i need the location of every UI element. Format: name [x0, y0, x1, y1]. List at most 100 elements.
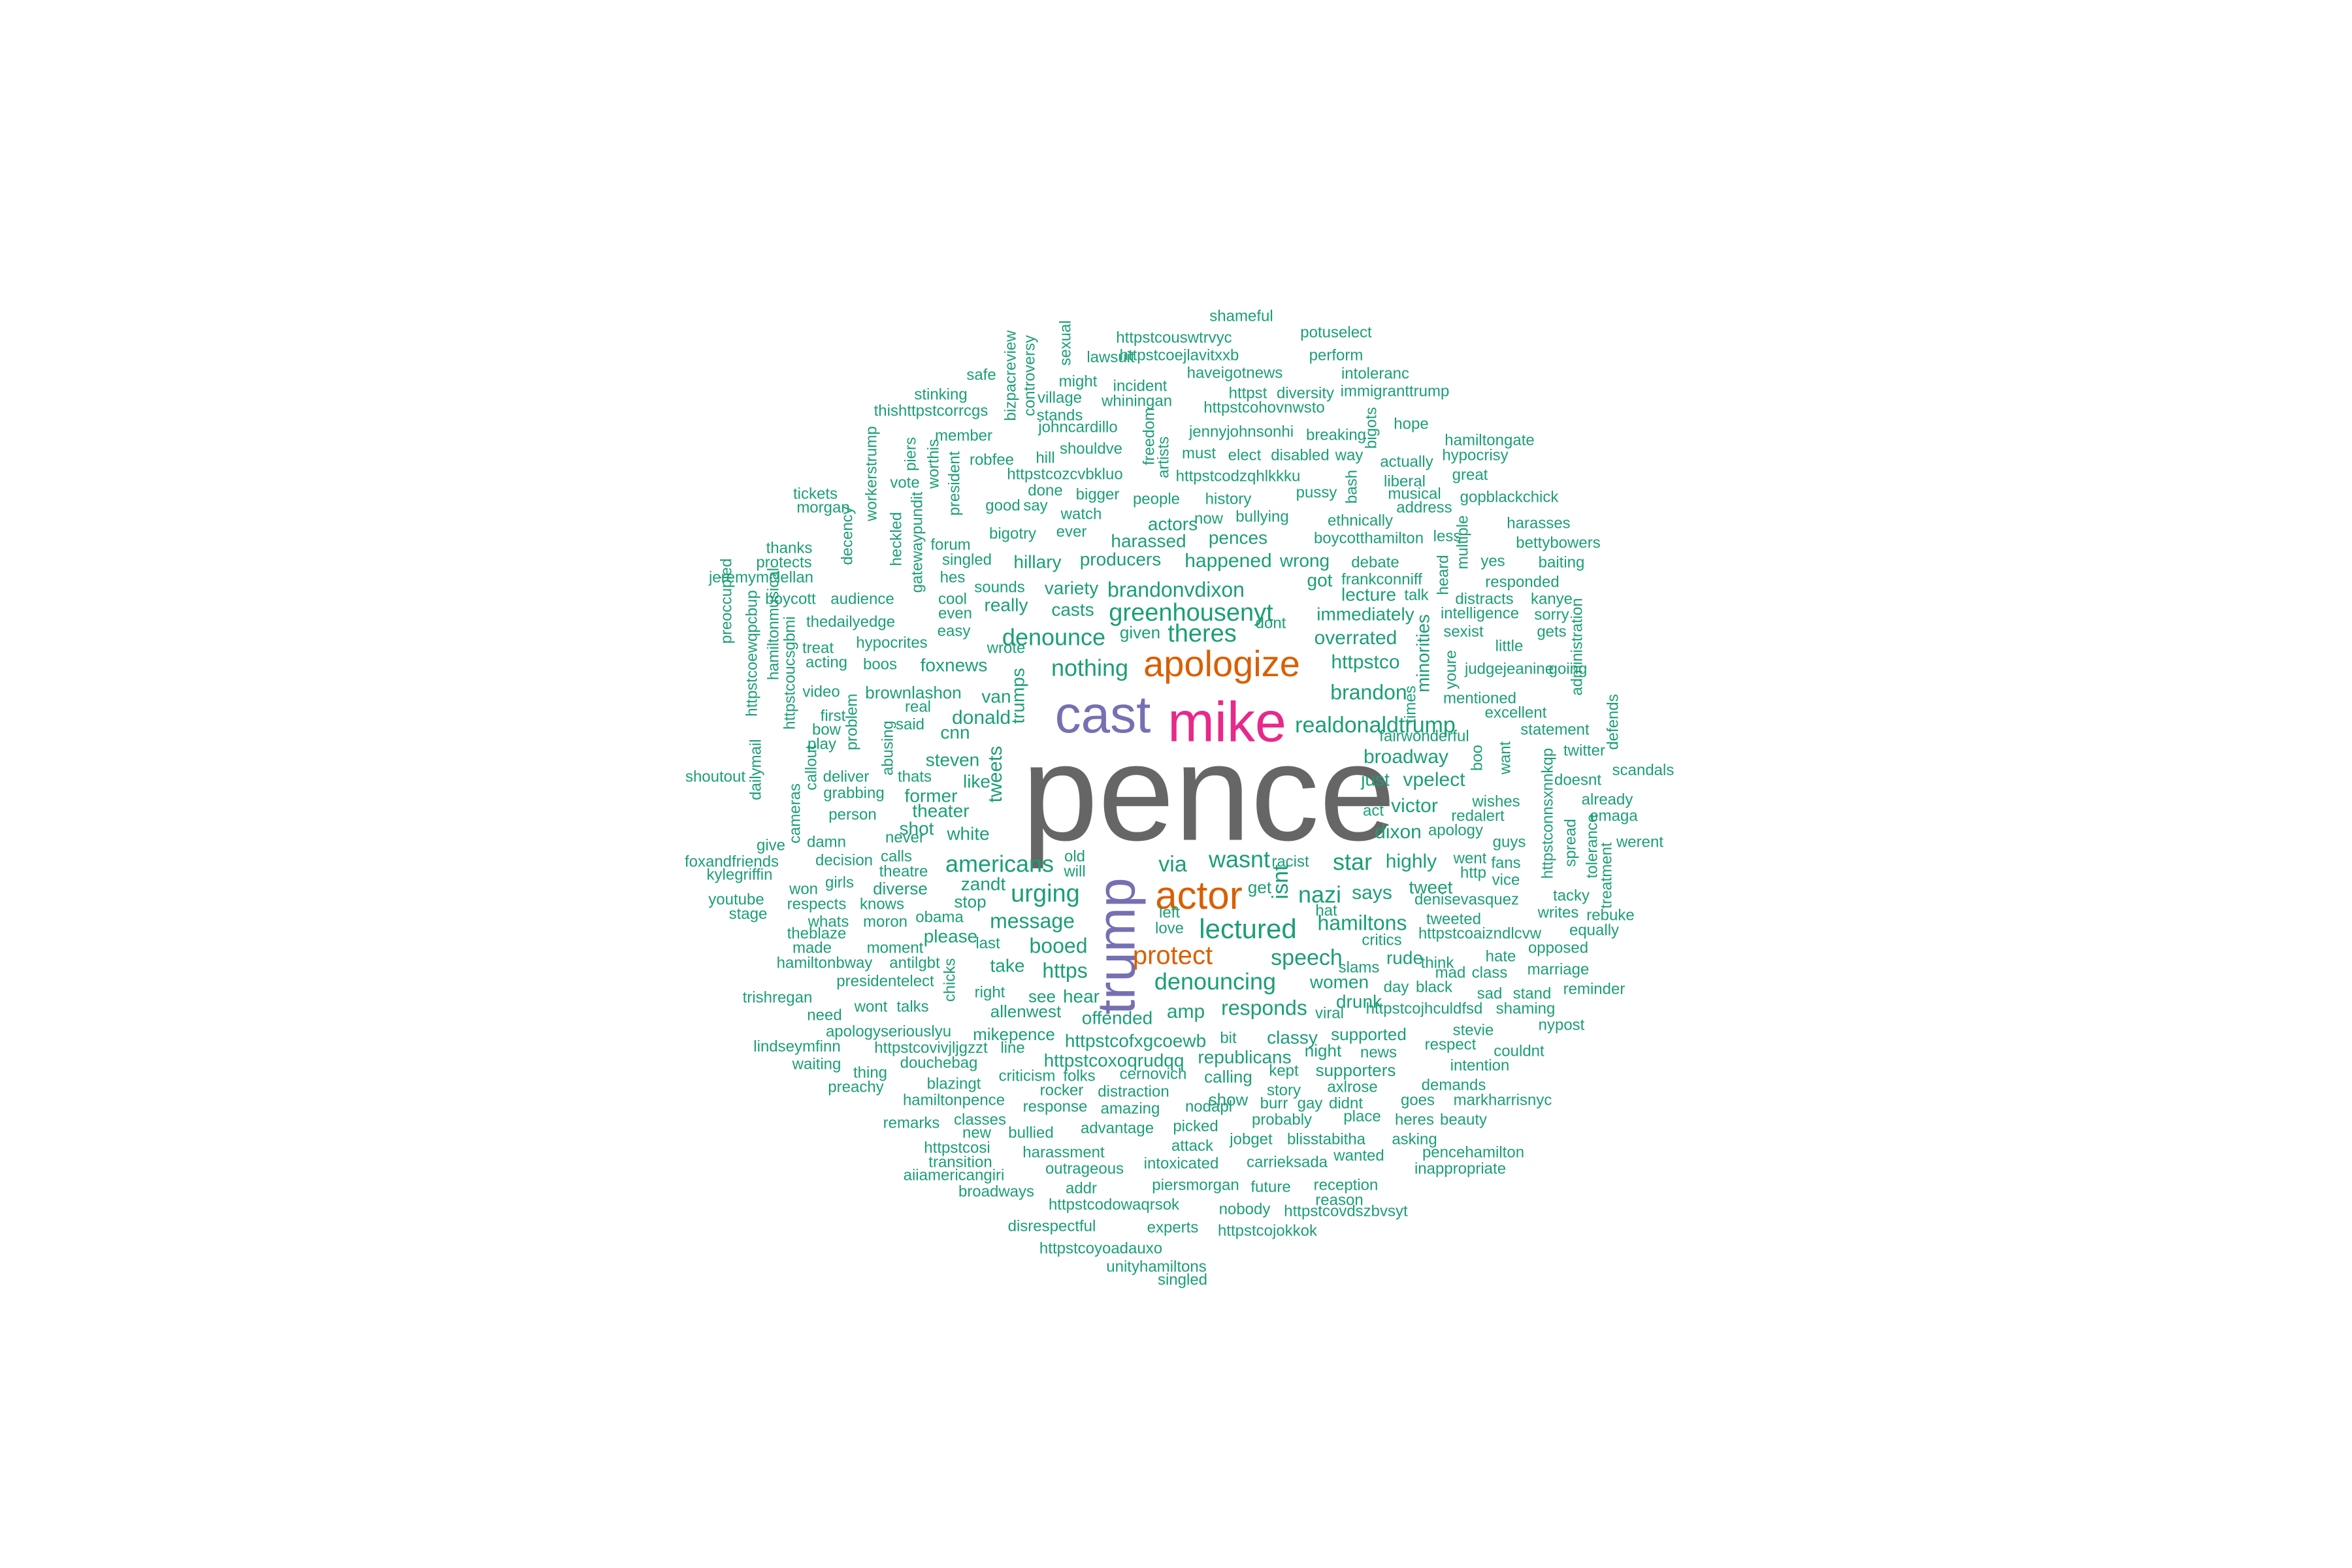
word-125: whats [808, 913, 849, 930]
word-351: outrageous [1045, 1160, 1124, 1177]
word-305: protects [756, 553, 811, 571]
word-85: hat [1315, 902, 1337, 919]
word-140: distraction [1098, 1083, 1169, 1100]
word-263: pussy [1296, 483, 1337, 501]
word-267: ethnically [1328, 512, 1393, 529]
word-319: first [821, 707, 846, 725]
word-101: right [975, 983, 1005, 1001]
word-144: picked [1173, 1117, 1218, 1135]
word-167: nypost [1539, 1016, 1585, 1034]
word-90: supporters [1316, 1060, 1396, 1080]
word-369: unityhamiltons [1106, 1258, 1206, 1275]
word-169: shaming [1496, 1000, 1556, 1017]
word-132: need [807, 1006, 841, 1024]
word-15: urging [1011, 880, 1080, 907]
word-138: rocker [1040, 1081, 1084, 1099]
word-82: act [1363, 802, 1384, 819]
word-359: reception [1314, 1176, 1379, 1194]
word-24: speech [1271, 945, 1343, 970]
word-136: folks [1063, 1067, 1095, 1085]
word-7: greenhousenyt [1109, 599, 1273, 627]
word-41: happened [1184, 550, 1271, 572]
word-157: wanted [1333, 1147, 1384, 1164]
word-153: didnt [1329, 1094, 1363, 1112]
word-274: done [1028, 482, 1062, 499]
word-73: foxnews [921, 655, 988, 675]
word-381: want [1496, 741, 1514, 775]
word-107: theatre [879, 862, 928, 880]
word-202: excellent [1485, 704, 1547, 721]
word-95: story [1267, 1081, 1301, 1099]
word-154: place [1343, 1107, 1380, 1125]
word-19: denouncing [1154, 968, 1276, 995]
word-282: controversy [1021, 335, 1038, 416]
word-126: moron [863, 913, 907, 930]
word-361: pencehamilton [1422, 1143, 1524, 1161]
word-84: get [1248, 877, 1272, 897]
word-249: jennyjohnsonhi [1188, 423, 1294, 440]
word-103: obama [915, 908, 964, 926]
word-251: way [1335, 446, 1364, 464]
word-171: sad [1477, 985, 1503, 1002]
word-77: got [1307, 570, 1333, 590]
word-174: opposed [1528, 939, 1588, 956]
word-245: village [1037, 389, 1082, 406]
word-354: addr [1066, 1179, 1097, 1197]
word-100: allenwest [990, 1002, 1062, 1021]
word-185: http [1460, 864, 1486, 881]
word-205: going [1549, 660, 1588, 678]
word-124: respects [787, 895, 847, 913]
word-49: donald [952, 707, 1011, 728]
word-30: trumps [1007, 668, 1028, 724]
word-39: httpstco [1331, 651, 1399, 673]
word-115: abusing [879, 721, 896, 776]
word-360: reason [1315, 1191, 1363, 1209]
word-300: wrote [987, 639, 1026, 657]
word-258: freedom [1140, 408, 1158, 465]
word-318: video [802, 683, 840, 700]
word-146: jobget [1229, 1130, 1273, 1148]
word-20: nazi [1298, 881, 1341, 908]
word-212: distracts [1455, 590, 1513, 608]
word-72: httpstcofxgcoewb [1065, 1030, 1206, 1051]
word-293: forum [930, 536, 970, 553]
word-235: httpstcouswtrvyc [1116, 329, 1232, 346]
word-26: https [1042, 958, 1087, 982]
word-272: watch [1060, 505, 1102, 523]
word-163: respect [1425, 1036, 1477, 1053]
word-68: rude [1386, 947, 1423, 968]
word-363: markharrisnyc [1454, 1091, 1552, 1109]
word-25: booed [1030, 934, 1088, 957]
word-80: minorities [1413, 614, 1433, 693]
word-276: good [985, 497, 1020, 514]
word-247: sexual [1056, 320, 1074, 365]
word-301: decency [838, 506, 856, 564]
word-253: disabled [1271, 446, 1329, 464]
word-231: intoleranc [1341, 365, 1409, 382]
word-78: wrong [1279, 550, 1330, 570]
word-329: kylegriffin [707, 866, 773, 883]
word-131: wont [854, 998, 888, 1015]
word-327: give [757, 836, 785, 854]
word-273: ever [1056, 523, 1087, 540]
word-371: times [1401, 685, 1419, 723]
word-230: immigranttrump [1341, 382, 1450, 400]
word-62: see [1028, 987, 1056, 1006]
word-152: axlrose [1327, 1078, 1377, 1096]
word-214: responded [1485, 573, 1559, 591]
word-180: httpstcoaizndlcvw [1418, 924, 1542, 942]
word-97: show [1209, 1090, 1249, 1109]
word-221: address [1396, 498, 1452, 516]
word-160: beauty [1440, 1111, 1487, 1128]
word-376: httpstconnsxnnkqp [1539, 748, 1556, 879]
word-280: member [935, 427, 992, 444]
word-166: couldnt [1494, 1042, 1544, 1060]
word-232: perform [1309, 346, 1364, 364]
word-208: gets [1537, 623, 1566, 640]
word-288: worthis [924, 439, 942, 489]
word-135: line [1000, 1039, 1024, 1056]
word-338: waiting [792, 1055, 841, 1073]
word-76: really [985, 595, 1028, 615]
word-220: gopblackchick [1460, 488, 1560, 506]
